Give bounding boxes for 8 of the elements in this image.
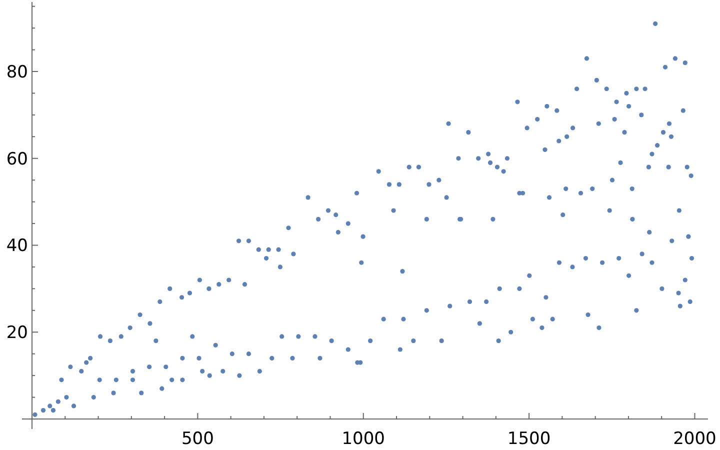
x-tick-label: 1000 [342, 429, 386, 449]
y-tick-label: 60 [6, 149, 28, 170]
y-tick-label: 20 [6, 323, 28, 344]
x-tick-label: 1500 [507, 429, 551, 449]
y-tick-label: 40 [6, 236, 28, 256]
y-tick-label: 80 [6, 62, 28, 82]
x-tick-label: 500 [181, 429, 214, 449]
x-tick-label: 2000 [673, 429, 716, 449]
